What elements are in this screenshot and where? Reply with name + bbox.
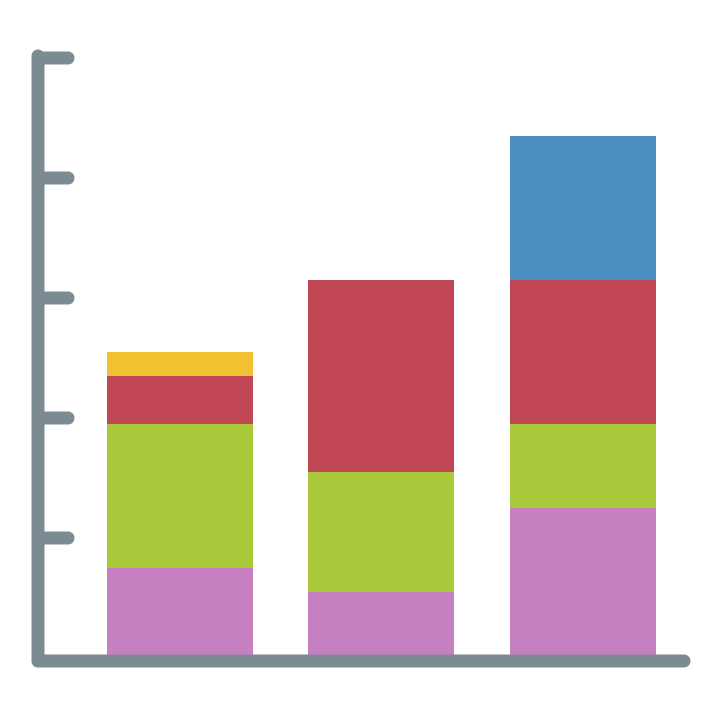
bar-segment-1-2 bbox=[107, 424, 253, 568]
bars-layer bbox=[107, 136, 656, 658]
bar-segment-1-1 bbox=[107, 568, 253, 658]
bar-segment-3-3 bbox=[510, 280, 656, 424]
bar-stack-1 bbox=[107, 352, 253, 658]
bar-segment-1-4 bbox=[107, 352, 253, 376]
bar-segment-2-1 bbox=[308, 592, 454, 658]
bar-segment-1-3 bbox=[107, 376, 253, 424]
bar-segment-2-2 bbox=[308, 472, 454, 592]
bar-segment-3-2 bbox=[510, 424, 656, 508]
axis-layer bbox=[31, 49, 691, 668]
bar-stack-2 bbox=[308, 280, 454, 658]
bar-stack-3 bbox=[510, 136, 656, 658]
bar-segment-2-3 bbox=[308, 280, 454, 472]
bar-segment-3-1 bbox=[510, 508, 656, 658]
bar-segment-3-5 bbox=[510, 136, 656, 280]
